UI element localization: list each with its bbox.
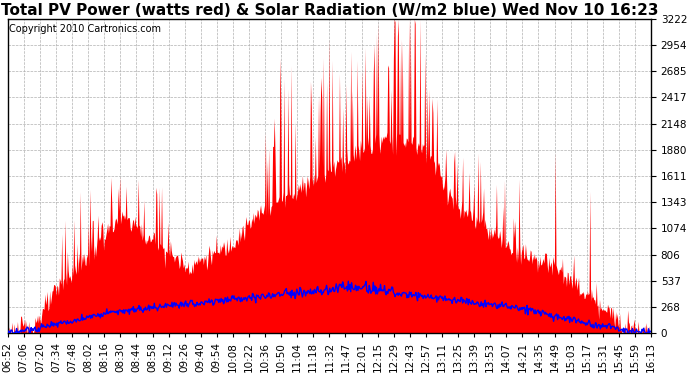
Title: Total PV Power (watts red) & Solar Radiation (W/m2 blue) Wed Nov 10 16:23: Total PV Power (watts red) & Solar Radia…	[1, 3, 658, 18]
Text: Copyright 2010 Cartronics.com: Copyright 2010 Cartronics.com	[9, 24, 161, 34]
